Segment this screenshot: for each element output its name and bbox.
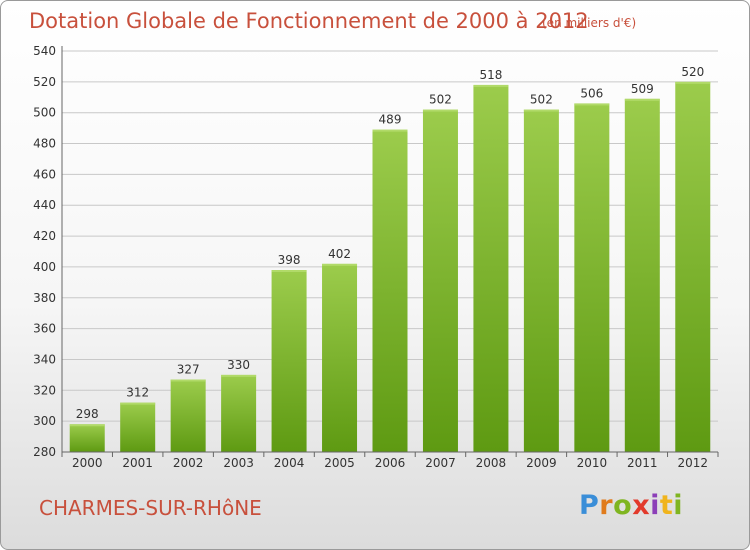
y-tick-label: 360	[33, 322, 56, 336]
bars	[69, 81, 711, 453]
x-tick-label: 2008	[476, 456, 507, 470]
data-label: 506	[580, 86, 603, 100]
y-tick-label: 480	[33, 137, 56, 151]
data-label: 312	[126, 386, 149, 400]
y-tick-label: 420	[33, 229, 56, 243]
data-label: 502	[429, 93, 452, 107]
data-label: 509	[631, 82, 654, 96]
bar	[221, 374, 257, 452]
y-tick-label: 380	[33, 291, 56, 305]
bar-highlight	[170, 379, 206, 382]
axes	[61, 46, 719, 457]
y-tick-label: 340	[33, 352, 56, 366]
data-label: 502	[530, 93, 553, 107]
y-tick-label: 280	[33, 445, 56, 459]
data-label: 518	[479, 68, 502, 82]
y-tick-label: 500	[33, 106, 56, 120]
bar	[624, 98, 660, 453]
y-tick-label: 440	[33, 198, 56, 212]
bar-highlight	[372, 129, 408, 132]
data-label: 398	[278, 253, 301, 267]
bar	[69, 424, 105, 452]
bar-highlight	[523, 109, 559, 112]
chart-subtitle: (en milliers d'€)	[542, 16, 637, 30]
data-label: 327	[177, 363, 200, 377]
data-label: 330	[227, 358, 250, 372]
bar-highlight	[221, 374, 257, 377]
chart-title: Dotation Globale de Fonctionnement de 20…	[29, 9, 589, 33]
x-tick-label: 2004	[274, 456, 305, 470]
bar-highlight	[574, 103, 610, 106]
y-tick-label: 540	[33, 44, 56, 58]
bar-highlight	[120, 402, 156, 405]
x-tick-label: 2007	[425, 456, 456, 470]
x-tick-label: 2011	[627, 456, 658, 470]
bar	[574, 103, 610, 452]
y-tick-label: 400	[33, 260, 56, 274]
bar	[271, 270, 307, 452]
bar-highlight	[271, 270, 307, 273]
bar	[170, 379, 206, 452]
bar	[322, 263, 358, 452]
x-tick-label: 2006	[375, 456, 406, 470]
y-tick-label: 520	[33, 75, 56, 89]
bar	[473, 84, 509, 452]
bar-highlight	[473, 84, 509, 87]
data-label: 298	[76, 407, 99, 421]
commune-name: CHARMES-SUR-RHôNE	[39, 496, 262, 520]
labels: 280 300 320 340 360 380 400 420 440 460 480 500 520 5…	[33, 44, 708, 470]
x-tick-label: 2002	[173, 456, 204, 470]
data-label: 520	[681, 65, 704, 79]
x-tick-label: 2005	[324, 456, 355, 470]
bar	[372, 129, 408, 452]
y-tick-label: 300	[33, 414, 56, 428]
data-label: 489	[379, 113, 402, 127]
bar-highlight	[322, 263, 358, 266]
proxiti-logo[interactable]: Proxiti	[579, 490, 684, 521]
bar	[422, 109, 458, 452]
x-tick-label: 2010	[577, 456, 608, 470]
data-label: 402	[328, 247, 351, 261]
bar-highlight	[422, 109, 458, 112]
x-tick-label: 2001	[122, 456, 153, 470]
y-tick-label: 460	[33, 167, 56, 181]
y-tick-label: 320	[33, 383, 56, 397]
bar	[523, 109, 559, 452]
bar	[675, 81, 711, 452]
bar-highlight	[624, 98, 660, 101]
x-tick-label: 2012	[677, 456, 708, 470]
bar-highlight	[675, 81, 711, 84]
bar-highlight	[69, 424, 105, 427]
x-tick-label: 2000	[72, 456, 103, 470]
x-tick-label: 2009	[526, 456, 557, 470]
x-tick-label: 2003	[223, 456, 254, 470]
bar	[120, 402, 156, 452]
